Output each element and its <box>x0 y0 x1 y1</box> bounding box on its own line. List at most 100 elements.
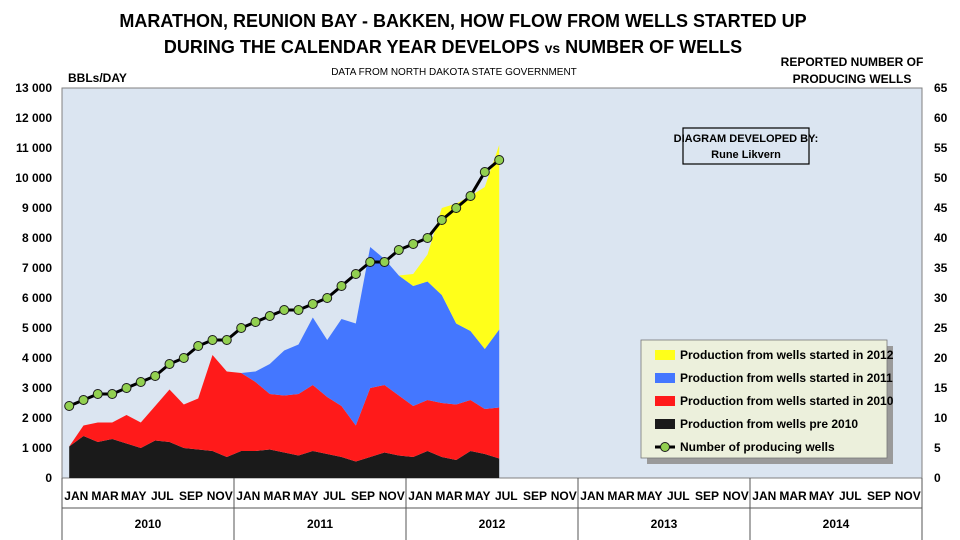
y-tick-label-right: 55 <box>934 141 948 155</box>
chart-title-line1: MARATHON, REUNION BAY - BAKKEN, HOW FLOW… <box>119 11 806 31</box>
wells-point <box>451 203 462 213</box>
y-tick-label-right: 30 <box>934 291 948 305</box>
y-tick-label-left: 1 000 <box>22 441 52 455</box>
y-tick-label-right: 35 <box>934 261 948 275</box>
x-tick-label: JUL <box>667 489 690 503</box>
wells-point <box>408 239 419 249</box>
area-series-0 <box>69 436 500 478</box>
wells-point <box>264 311 275 321</box>
x-tick-label: JAN <box>236 489 260 503</box>
wells-point <box>236 323 247 333</box>
wells-point <box>221 335 232 345</box>
x-year-label: 2014 <box>823 517 850 531</box>
wells-point <box>250 317 261 327</box>
legend-box <box>640 339 888 459</box>
legend-swatch <box>655 350 675 360</box>
y-ticks-left: 0 1 000 2 000 3 000 4 000 5 000 6 000 7 000 8 00… <box>15 81 52 485</box>
legend-label: Production from wells pre 2010 <box>680 417 858 431</box>
annotation-box <box>682 127 810 165</box>
wells-point <box>150 371 161 381</box>
y-tick-label-right: 5 <box>934 441 941 455</box>
x-tick-label: SEP <box>523 489 547 503</box>
wells-point <box>121 383 132 393</box>
title-line2-part-a: DURING THE CALENDAR YEAR DEVELOPS <box>164 37 545 57</box>
y-tick-label-left: 10 000 <box>15 171 52 185</box>
title-line2-part-b: NUMBER OF WELLS <box>560 37 742 57</box>
x-tick-label: JAN <box>752 489 776 503</box>
x-tick-label: MAR <box>435 489 463 503</box>
legend-swatch <box>655 419 675 429</box>
legend-label: Production from wells started in 2010 <box>680 394 894 408</box>
x-tick-label: NOV <box>723 489 749 503</box>
legend: Production from wells started in 2012 Pro… <box>655 348 894 454</box>
x-tick-label: MAY <box>121 489 147 503</box>
legend-label: Number of producing wells <box>680 440 835 454</box>
wells-point <box>322 293 333 303</box>
x-tick-label: MAR <box>779 489 807 503</box>
wells-point <box>494 155 505 165</box>
wells-point <box>379 257 390 267</box>
x-tick-label: JUL <box>151 489 174 503</box>
y-tick-label-left: 9 000 <box>22 201 52 215</box>
wells-point <box>350 269 361 279</box>
wells-point <box>164 359 175 369</box>
wells-point <box>107 389 118 399</box>
y-ticks-right: 0 5 10 15 20 25 30 35 40 45 50 55 60 65 <box>934 81 948 485</box>
y-tick-label-right: 50 <box>934 171 948 185</box>
legend-swatch <box>655 396 675 406</box>
y-tick-label-right: 40 <box>934 231 948 245</box>
y-tick-label-left: 6 000 <box>22 291 52 305</box>
wells-point <box>207 335 218 345</box>
y-tick-label-right: 20 <box>934 351 948 365</box>
x-year-label: 2011 <box>307 517 333 531</box>
legend-swatch-marker <box>660 442 670 452</box>
wells-point <box>293 305 304 315</box>
x-tick-label: NOV <box>551 489 577 503</box>
x-tick-label: MAY <box>637 489 663 503</box>
y-tick-label-right: 65 <box>934 81 948 95</box>
y-tick-label-left: 2 000 <box>22 411 52 425</box>
wells-point <box>365 257 376 267</box>
x-tick-label: MAY <box>293 489 319 503</box>
x-tick-label: NOV <box>895 489 921 503</box>
wells-point <box>307 299 318 309</box>
y-axis-left-label: BBLs/DAY <box>68 71 127 85</box>
x-year-label: 2013 <box>651 517 678 531</box>
y-axis-right-label-line1: REPORTED NUMBER OF <box>781 55 924 69</box>
x-tick-label: MAR <box>607 489 635 503</box>
annotation-line2: Rune Likvern <box>711 149 781 161</box>
y-tick-label-left: 3 000 <box>22 381 52 395</box>
title-line2-vs: vs <box>545 40 561 56</box>
y-tick-label-right: 45 <box>934 201 948 215</box>
y-tick-label-left: 0 <box>45 471 52 485</box>
x-tick-label: NOV <box>379 489 405 503</box>
wells-line-group <box>64 155 505 411</box>
x-tick-label: JUL <box>495 489 518 503</box>
y-tick-label-right: 60 <box>934 111 948 125</box>
y-tick-label-right: 10 <box>934 411 948 425</box>
x-tick-label: MAY <box>809 489 835 503</box>
x-year-label: 2012 <box>479 517 506 531</box>
x-tick-label: SEP <box>179 489 203 503</box>
wells-point <box>78 395 89 405</box>
y-tick-label-left: 12 000 <box>15 111 52 125</box>
area-series-group <box>69 145 500 478</box>
y-tick-label-left: 4 000 <box>22 351 52 365</box>
wells-point <box>436 215 447 225</box>
legend-label: Production from wells started in 2011 <box>680 371 893 385</box>
y-tick-label-left: 11 000 <box>16 141 52 155</box>
x-axis: JAN MAR MAY JUL SEP NOV JAN MAR MAY JUL SEP NOV JAN M… <box>61 478 923 540</box>
area-series-1 <box>69 355 500 462</box>
x-tick-label: JUL <box>323 489 346 503</box>
x-tick-label: MAR <box>263 489 291 503</box>
chart-subtitle: DATA FROM NORTH DAKOTA STATE GOVERNMENT <box>331 67 577 78</box>
wells-point <box>64 401 75 411</box>
wells-point <box>279 305 290 315</box>
x-tick-label: NOV <box>207 489 233 503</box>
wells-point <box>92 389 103 399</box>
wells-point <box>178 353 189 363</box>
x-tick-label: SEP <box>351 489 375 503</box>
area-series-2 <box>69 247 500 447</box>
wells-point <box>193 341 204 351</box>
y-tick-label-right: 15 <box>934 381 948 395</box>
